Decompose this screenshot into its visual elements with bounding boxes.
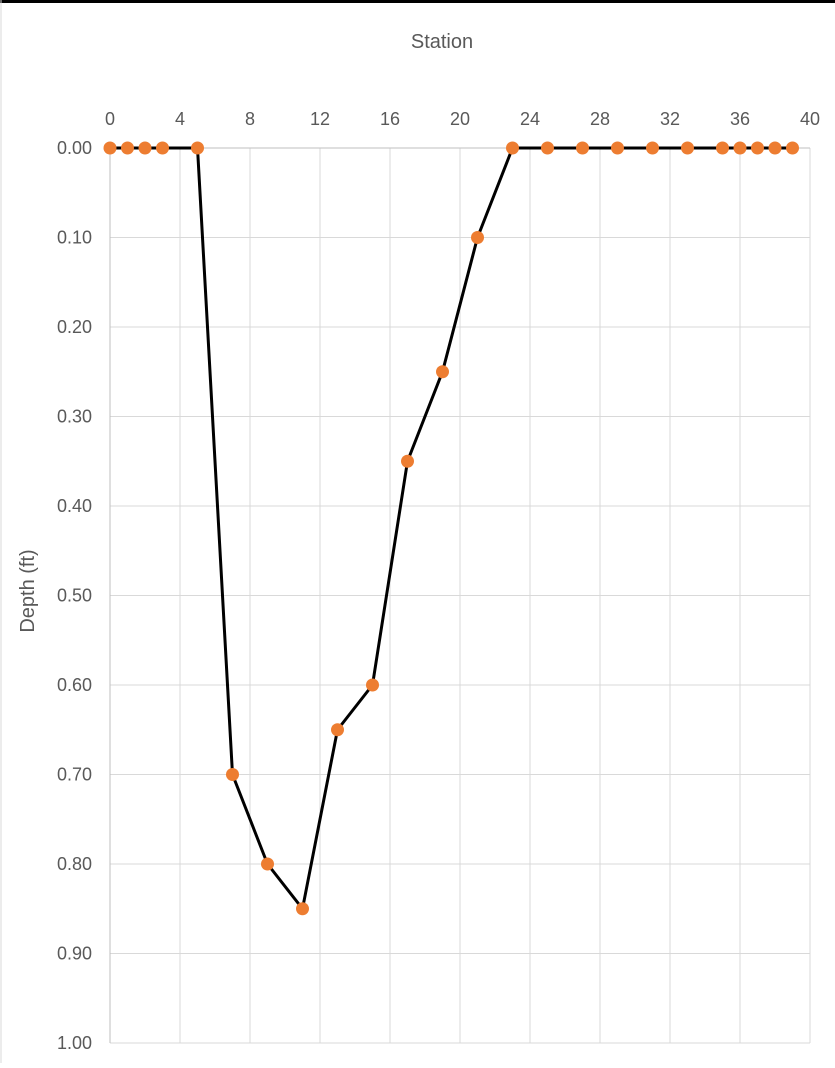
- y-tick-label: 1.00: [57, 1033, 92, 1053]
- data-point: [786, 141, 799, 155]
- y-tick-label: 0.30: [57, 407, 92, 427]
- data-point: [646, 141, 659, 155]
- data-point: [506, 141, 519, 155]
- data-point: [681, 141, 694, 155]
- data-point: [401, 454, 414, 468]
- x-tick-label: 40: [800, 109, 820, 129]
- data-point: [366, 678, 379, 692]
- y-tick-label: 0.50: [57, 586, 92, 606]
- x-tick-label: 24: [520, 109, 540, 129]
- y-tick-label: 0.80: [57, 854, 92, 874]
- y-tick-label: 0.90: [57, 944, 92, 964]
- y-tick-label: 0.10: [57, 228, 92, 248]
- data-point: [716, 141, 729, 155]
- data-point: [436, 365, 449, 379]
- data-point: [103, 141, 117, 155]
- data-point: [226, 768, 239, 781]
- y-tick-label: 0.20: [57, 317, 92, 337]
- y-tick-label: 0.70: [57, 765, 92, 785]
- x-tick-label: 0: [105, 109, 115, 129]
- x-tick-label: 32: [660, 109, 680, 129]
- data-point: [611, 141, 624, 155]
- data-point: [471, 231, 484, 244]
- x-tick-label: 12: [310, 109, 330, 129]
- data-point: [138, 141, 152, 155]
- grid-lines: [110, 148, 811, 1044]
- data-point: [331, 723, 344, 737]
- data-point: [751, 141, 764, 155]
- x-tick-label: 20: [450, 109, 470, 129]
- data-point: [261, 857, 274, 871]
- y-tick-label: 0.40: [57, 496, 92, 516]
- y-tick-label: 0.60: [57, 675, 92, 695]
- x-tick-label: 28: [590, 109, 610, 129]
- data-point: [296, 902, 309, 916]
- data-point: [156, 141, 169, 155]
- data-point: [768, 141, 782, 155]
- data-point: [541, 141, 554, 155]
- data-series: [103, 141, 799, 916]
- x-tick-label: 16: [380, 109, 400, 129]
- data-point: [121, 141, 134, 155]
- data-point: [576, 141, 589, 155]
- data-point: [191, 141, 204, 155]
- data-point: [733, 141, 747, 155]
- x-axis-title: Station: [411, 31, 473, 53]
- y-axis-title: Depth (ft): [17, 549, 39, 632]
- axes: 0 4 8 12 16 20 24 28 32 36 40 0.00 0.10 0.20 0.30 0.40 0…: [57, 109, 820, 1053]
- x-tick-label: 8: [245, 109, 255, 129]
- y-tick-label: 0.00: [57, 138, 92, 158]
- x-tick-label: 36: [730, 109, 750, 129]
- x-tick-label: 4: [175, 109, 185, 129]
